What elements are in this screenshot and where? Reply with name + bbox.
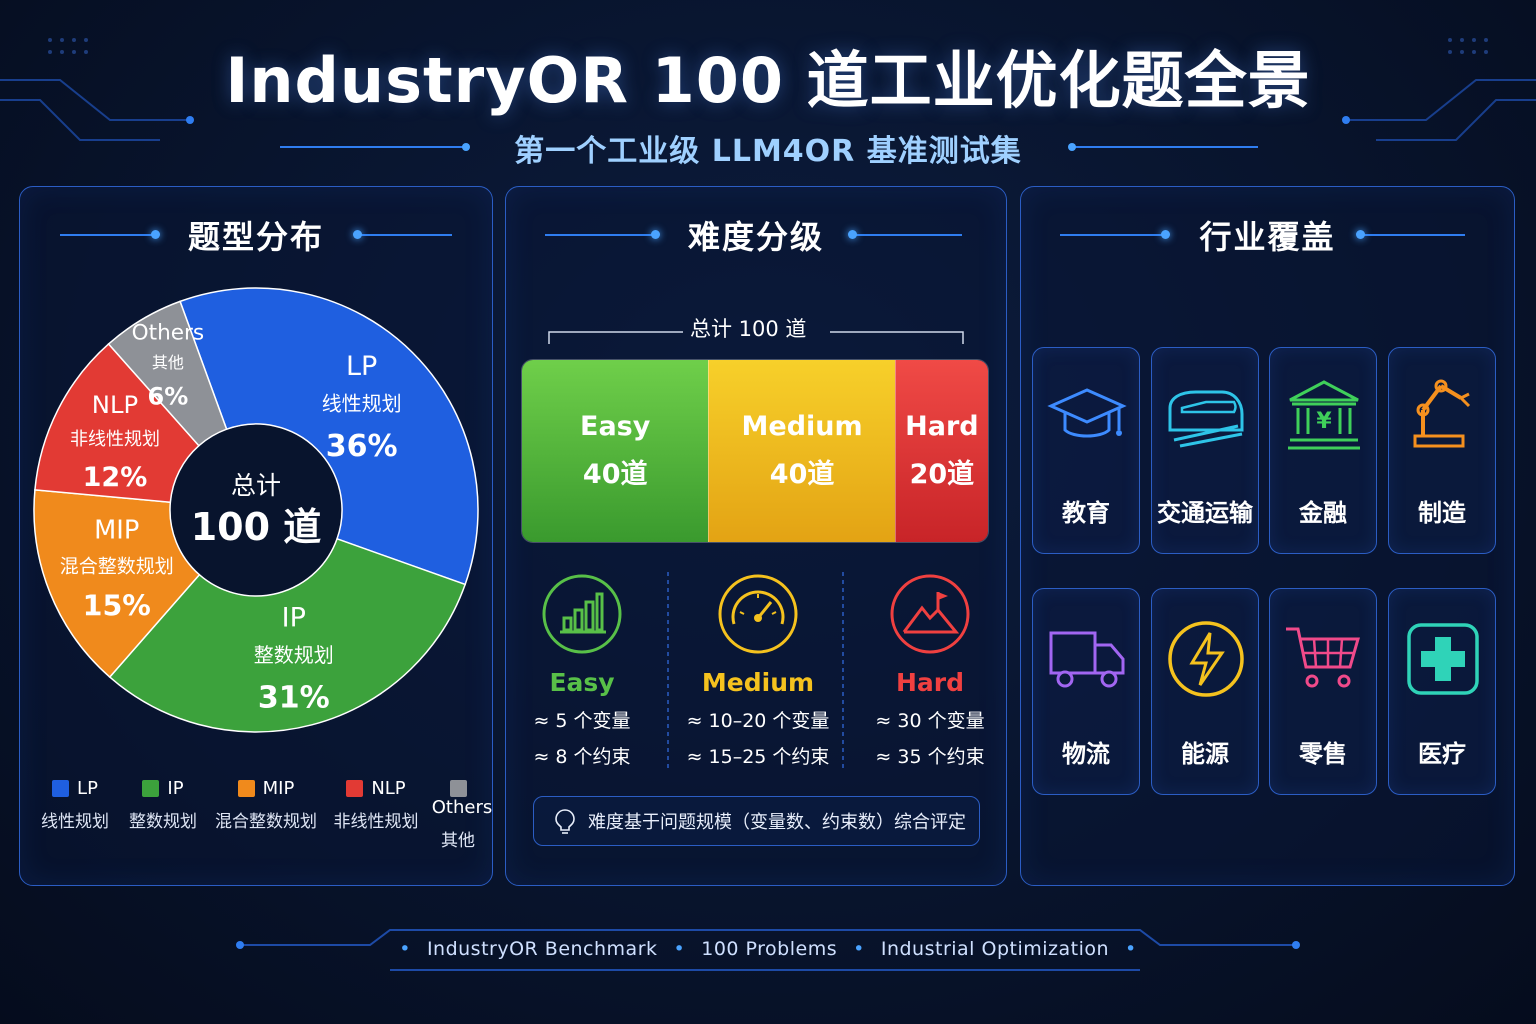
industry-card-transport: 交通运输 <box>1151 347 1259 554</box>
graduation-cap-icon <box>1047 388 1127 438</box>
legend-mip: MIP 混合整数规划 <box>215 778 317 832</box>
difficulty-segment-medium: Medium 40道 <box>708 360 895 542</box>
medical-cross-icon <box>1407 623 1479 695</box>
legend-ip: IP 整数规划 <box>129 778 197 832</box>
svg-text:MIP: MIP <box>94 516 139 546</box>
difficulty-note: 难度基于问题规模（变量数、约束数）综合评定 <box>533 796 980 846</box>
footer-item: IndustryOR Benchmark <box>426 938 658 960</box>
segment-count: 20道 <box>909 459 975 490</box>
svg-text:12%: 12% <box>83 462 148 493</box>
svg-text:15%: 15% <box>83 590 151 623</box>
legend-swatch <box>142 780 160 797</box>
type-donut-chart: LP 线性规划 36% IP 整数规划 31% MIP 混合整数规划 15% NLP 非线性规划 12… <box>33 287 479 733</box>
gauge-icon <box>718 574 798 654</box>
bar-chart-icon <box>542 574 622 654</box>
industry-card-finance: ¥ 金融 <box>1269 347 1377 554</box>
segment-label: Hard <box>905 411 979 442</box>
train-icon <box>1168 390 1244 448</box>
difficulty-detail-medium: Medium ≈ 10–20 个变量 ≈ 15–25 个约束 <box>672 572 844 769</box>
lightning-icon <box>1168 621 1244 697</box>
donut-slice-mip <box>33 489 201 679</box>
donut-slice-ip <box>108 537 467 733</box>
svg-text:IP: IP <box>282 603 306 634</box>
footer-bar: • IndustryOR Benchmark • 100 Problems • Indus… <box>399 938 1137 960</box>
donut-center-value: 100 道 <box>191 505 322 549</box>
difficulty-detail-easy: Easy ≈ 5 个变量 ≈ 8 个约束 <box>502 572 662 769</box>
total-bracket <box>548 331 964 344</box>
page-subtitle: 第一个工业级 LLM4OR 基准测试集 <box>514 134 1022 169</box>
donut-center-label: 总计 <box>231 471 281 500</box>
donut-slice-lp <box>179 287 479 586</box>
svg-text:6%: 6% <box>148 382 189 410</box>
segment-count: 40道 <box>582 459 648 490</box>
donut-label-others: Others 其他 6% <box>132 320 205 410</box>
svg-text:36%: 36% <box>326 429 398 464</box>
cart-icon <box>1286 627 1360 688</box>
divider <box>667 572 669 772</box>
donut-hole <box>171 425 341 595</box>
footer-item: Industrial Optimization <box>880 938 1110 960</box>
svg-text:NLP: NLP <box>92 390 138 419</box>
truck-icon <box>1049 631 1125 688</box>
svg-text:LP: LP <box>346 351 377 382</box>
svg-text:非线性规划: 非线性规划 <box>70 429 160 450</box>
legend-lp: LP 线性规划 <box>41 778 109 832</box>
legend-swatch <box>449 780 467 797</box>
difficulty-stacked-bar: Easy 40道 Medium 40道 Hard 20道 <box>521 359 989 543</box>
difficulty-title: 难度分级 <box>687 218 824 256</box>
legend-swatch <box>52 780 70 797</box>
segment-label: Easy <box>580 411 651 442</box>
footer-item: 100 Problems <box>701 938 838 960</box>
page-title: IndustryOR 100 道工业优化题全景 <box>225 44 1311 117</box>
svg-text:整数规划: 整数规划 <box>254 643 334 667</box>
donut-label-lp: LP 线性规划 36% <box>322 351 402 464</box>
legend-nlp: NLP 非线性规划 <box>333 778 419 832</box>
industry-card-healthcare: 医疗 <box>1388 588 1496 795</box>
difficulty-total-label: 总计 100 道 <box>690 317 807 341</box>
svg-text:¥: ¥ <box>1316 409 1332 434</box>
svg-text:31%: 31% <box>258 681 330 716</box>
segment-count: 40道 <box>769 459 835 490</box>
legend-others: Others 其他 <box>416 778 500 851</box>
robot-arm-icon <box>1413 379 1471 448</box>
svg-text:其他: 其他 <box>152 353 184 372</box>
segment-label: Medium <box>741 411 863 442</box>
donut-label-nlp: NLP 非线性规划 12% <box>70 390 160 493</box>
industry-card-education: 教育 <box>1032 347 1140 554</box>
industry-card-logistics: 物流 <box>1032 588 1140 795</box>
svg-text:线性规划: 线性规划 <box>322 392 402 416</box>
donut-slice-nlp <box>34 342 200 504</box>
lightbulb-icon <box>555 809 575 834</box>
difficulty-segment-hard: Hard 20道 <box>894 360 988 542</box>
bank-icon: ¥ <box>1288 380 1360 450</box>
svg-text:Others: Others <box>132 320 205 345</box>
legend-swatch <box>237 780 255 797</box>
industry-card-manufacturing: 制造 <box>1388 347 1496 554</box>
difficulty-detail-hard: Hard ≈ 30 个变量 ≈ 35 个约束 <box>850 572 1010 769</box>
donut-slice-others <box>107 300 228 447</box>
svg-text:混合整数规划: 混合整数规划 <box>60 555 174 577</box>
donut-label-ip: IP 整数规划 31% <box>254 603 334 716</box>
donut-label-mip: MIP 混合整数规划 15% <box>60 516 174 623</box>
mountain-flag-icon <box>890 574 970 654</box>
industry-card-energy: 能源 <box>1151 588 1259 795</box>
industry-card-retail: 零售 <box>1269 588 1377 795</box>
type-distribution-title: 题型分布 <box>187 218 324 256</box>
legend-swatch <box>346 780 364 797</box>
difficulty-segment-easy: Easy 40道 <box>522 360 709 542</box>
divider <box>842 572 844 772</box>
industry-title: 行业覆盖 <box>1199 218 1336 256</box>
